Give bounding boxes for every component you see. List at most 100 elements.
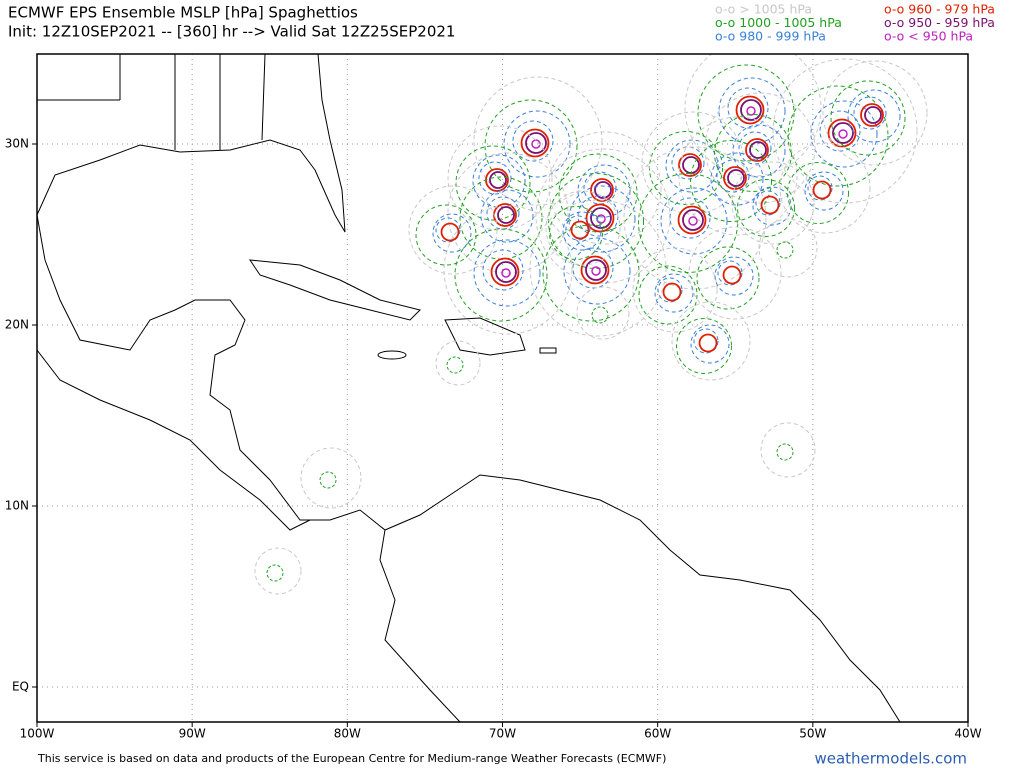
low-red xyxy=(590,178,614,202)
low-red xyxy=(827,118,857,148)
low-gray xyxy=(772,58,918,204)
low-magenta xyxy=(746,106,756,116)
low-purple xyxy=(740,99,762,121)
low-blue xyxy=(804,171,844,211)
low-green xyxy=(454,228,548,322)
low-gray xyxy=(704,92,816,204)
low-blue xyxy=(755,190,781,216)
low-purple xyxy=(727,169,745,187)
state-borders xyxy=(37,54,266,150)
low-green xyxy=(319,471,337,489)
low-gray xyxy=(678,116,798,236)
low-blue xyxy=(853,96,887,130)
low-purple xyxy=(864,106,882,124)
low-purple xyxy=(832,122,854,144)
low-blue xyxy=(710,152,764,206)
low-blue xyxy=(562,211,602,251)
low-gray xyxy=(684,54,822,177)
low-purple xyxy=(525,132,547,154)
low-blue xyxy=(690,324,730,364)
title: ECMWF EPS Ensemble MSLP [hPa] Spaghettio… xyxy=(8,4,358,22)
jamaica xyxy=(377,350,407,360)
low-gray xyxy=(760,422,816,478)
legend-entry: o-o 980 - 999 hPa xyxy=(715,29,826,44)
hispaniola xyxy=(444,317,526,356)
low-blue xyxy=(432,213,472,253)
latitude-label: 20N xyxy=(5,318,29,332)
low-gray xyxy=(447,125,553,231)
low-green xyxy=(484,99,578,193)
low-red xyxy=(440,222,460,242)
low-blue xyxy=(563,237,631,305)
low-red xyxy=(860,103,884,127)
low-gray xyxy=(548,131,662,245)
low-gray xyxy=(443,205,573,335)
low-red xyxy=(662,282,682,302)
low-gray xyxy=(576,286,630,340)
low-blue xyxy=(671,146,705,180)
longitude-label: 90W xyxy=(179,727,206,741)
puerto-rico xyxy=(539,347,557,354)
low-green xyxy=(776,443,794,461)
low-green xyxy=(830,80,906,156)
low-green xyxy=(737,179,795,237)
low-blue xyxy=(654,273,694,313)
low-blue xyxy=(716,159,750,193)
low-green xyxy=(455,145,531,221)
longitude-label: 40W xyxy=(954,727,981,741)
brand: weathermodels.com xyxy=(814,750,967,768)
low-red xyxy=(760,195,780,215)
low-gray xyxy=(545,190,621,266)
low-blue xyxy=(472,154,526,208)
low-red xyxy=(698,333,718,353)
low-red xyxy=(585,203,615,233)
low-gray xyxy=(408,185,498,275)
low-red xyxy=(678,153,702,177)
low-purple xyxy=(489,171,507,189)
low-gray xyxy=(731,161,815,245)
low-red xyxy=(520,128,550,158)
low-gray xyxy=(529,199,667,337)
coastlines xyxy=(37,54,901,722)
low-red xyxy=(490,257,520,287)
legend-entry: o-o > 1005 hPa xyxy=(715,2,812,17)
south-america-coast xyxy=(384,474,901,722)
pacific-coast xyxy=(37,349,311,531)
low-purple xyxy=(682,209,704,231)
low-green xyxy=(649,131,723,205)
low-blue xyxy=(847,89,901,143)
low-gray xyxy=(822,60,928,166)
low-green xyxy=(549,206,603,260)
low-blue xyxy=(435,217,461,243)
low-red xyxy=(580,255,610,285)
low-blue xyxy=(577,164,631,218)
low-green xyxy=(776,241,794,259)
legend-entry: o-o 1000 - 1005 hPa xyxy=(715,15,842,30)
low-green xyxy=(787,85,889,187)
low-gray xyxy=(623,146,767,290)
gulf-coast xyxy=(37,54,346,233)
low-gray xyxy=(688,226,782,320)
low-magenta xyxy=(688,216,698,226)
low-blue xyxy=(572,247,614,289)
low-magenta xyxy=(501,268,511,278)
longitude-label: 100W xyxy=(20,727,55,741)
mexico-coast xyxy=(37,214,461,722)
low-gray xyxy=(300,447,362,509)
low-blue xyxy=(718,77,786,145)
low-purple xyxy=(495,261,517,283)
low-magenta xyxy=(838,129,848,139)
low-magenta xyxy=(591,266,601,276)
low-green xyxy=(638,265,698,325)
low-green xyxy=(558,153,638,233)
low-blue xyxy=(665,139,719,193)
low-green xyxy=(676,318,732,374)
low-gray xyxy=(473,76,603,206)
low-gray xyxy=(758,218,818,278)
low-green xyxy=(266,564,284,582)
low-gray xyxy=(447,152,569,274)
low-blue xyxy=(568,185,636,253)
